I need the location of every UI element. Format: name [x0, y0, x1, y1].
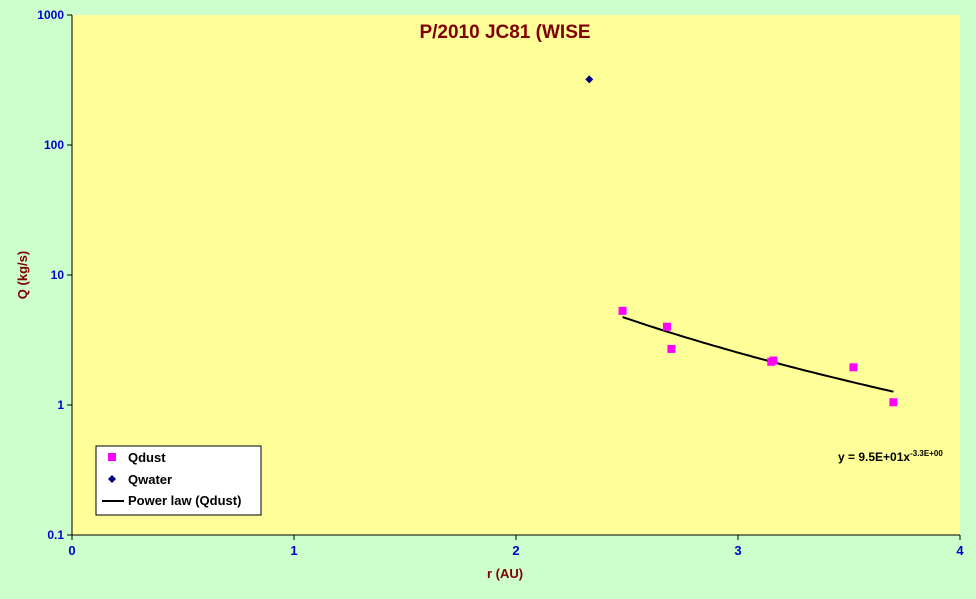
- data-point-qdust: [849, 363, 858, 372]
- data-points: [585, 75, 898, 407]
- data-point-qdust: [618, 306, 627, 315]
- legend-label-qdust: Qdust: [128, 450, 166, 465]
- legend: Qdust Qwater Power law (Qdust): [95, 445, 262, 516]
- data-point-qdust: [662, 322, 671, 331]
- legend-box: [95, 445, 262, 516]
- x-tick-label: 0: [68, 543, 75, 558]
- chart-title: P/2010 JC81 (WISE: [419, 22, 590, 43]
- data-point-qdust: [769, 356, 778, 365]
- trendline-equation: y = 9.5E+01x-3.3E+00: [838, 449, 943, 464]
- x-axis-ticks: 0 1 2 3 4: [68, 535, 964, 558]
- data-point-qdust: [889, 398, 898, 407]
- y-tick-label: 0.1: [47, 528, 64, 542]
- y-tick-label: 1: [57, 398, 64, 412]
- x-tick-label: 2: [512, 543, 519, 558]
- equation-main: y = 9.5E+01x: [838, 450, 910, 464]
- legend-label-powerlaw: Power law (Qdust): [128, 493, 241, 508]
- y-tick-label: 10: [51, 268, 65, 282]
- x-axis-title: r (AU): [487, 566, 523, 581]
- y-tick-label: 100: [44, 138, 64, 152]
- y-axis-title: Q (kg/s): [15, 251, 30, 299]
- x-tick-label: 3: [734, 543, 741, 558]
- legend-label-qwater: Qwater: [128, 472, 172, 487]
- legend-marker-qwater: [108, 475, 116, 483]
- equation-exponent: -3.3E+00: [910, 449, 943, 458]
- legend-marker-qdust: [108, 453, 116, 461]
- data-point-qdust: [667, 344, 676, 353]
- data-point-qwater: [585, 75, 594, 84]
- trendline-power-law: [622, 316, 894, 393]
- y-tick-label: 1000: [37, 8, 64, 22]
- x-tick-label: 1: [290, 543, 297, 558]
- y-axis-ticks: 0.1 1 10 100 1000: [37, 8, 72, 542]
- x-tick-label: 4: [956, 543, 964, 558]
